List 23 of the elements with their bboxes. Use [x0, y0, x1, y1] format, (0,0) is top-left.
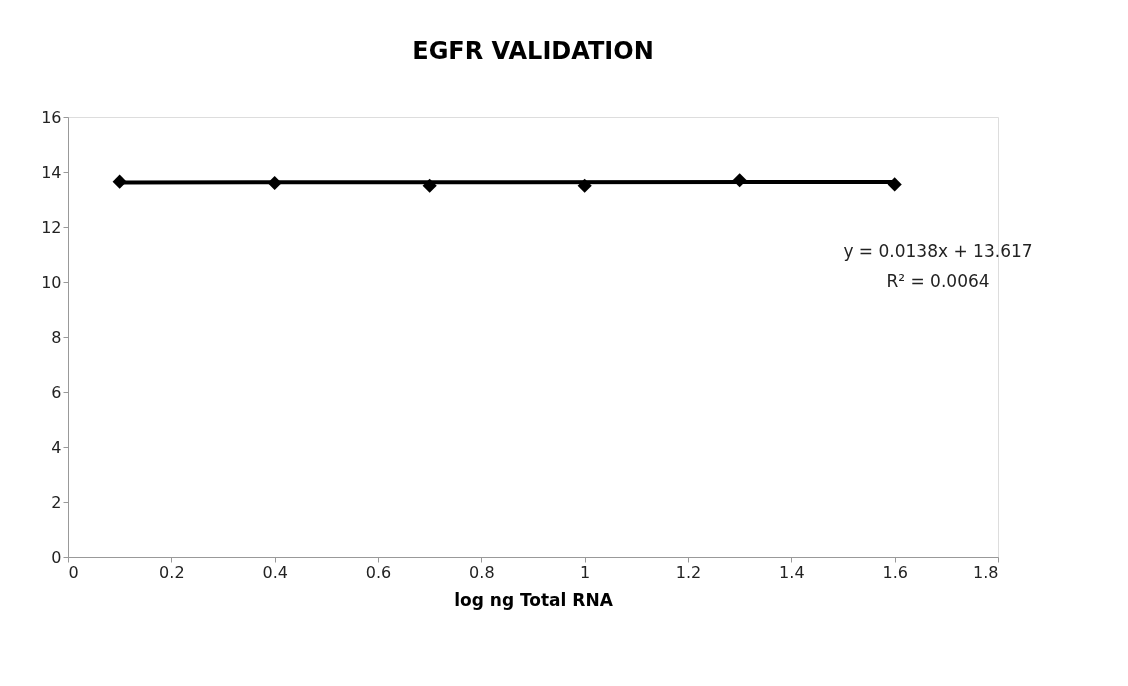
y-tick-label: 12: [41, 217, 62, 237]
y-tick-label: 2: [51, 492, 62, 512]
y-tick-label: 4: [51, 437, 62, 457]
x-tick-label: 0.4: [262, 562, 288, 582]
y-tick-label: 8: [51, 327, 62, 347]
chart-title: EGFR VALIDATION: [412, 37, 654, 65]
x-axis-title: log ng Total RNA: [454, 589, 614, 610]
x-tick-label: 0.2: [159, 562, 185, 582]
y-tick-label: 16: [41, 107, 62, 127]
y-tick-label: 10: [41, 272, 62, 292]
annotation: R² = 0.0064: [886, 271, 990, 291]
x-tick-label: 0.8: [469, 562, 495, 582]
y-tick-label: 14: [41, 162, 62, 182]
y-tick-label: 6: [51, 382, 62, 402]
x-tick-label: 1.4: [779, 562, 805, 582]
y-tick-label: 0: [51, 547, 62, 567]
annotation: y = 0.0138x + 13.617: [843, 241, 1033, 261]
x-tick-label: 1: [580, 562, 591, 582]
x-tick-label: 0.6: [365, 562, 392, 582]
x-tick-label: 1.2: [675, 562, 702, 582]
x-tick-label: 1.6: [882, 562, 908, 582]
x-tick-label: 1.8: [973, 562, 999, 582]
x-tick-label: 0: [68, 562, 79, 582]
